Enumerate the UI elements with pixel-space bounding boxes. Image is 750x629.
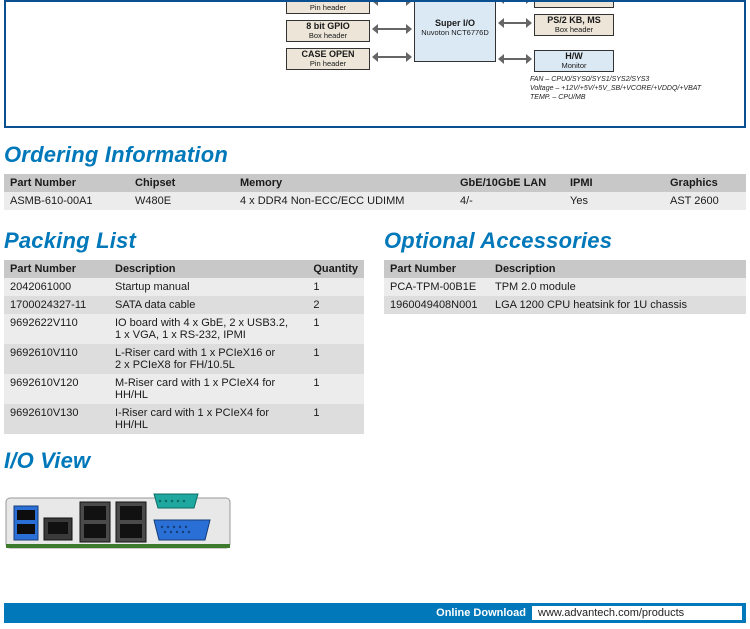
- ordering-table: Part NumberChipsetMemoryGbE/10GbE LANIPM…: [4, 174, 746, 210]
- table-cell: 4 x DDR4 Non-ECC/ECC UDIMM: [234, 192, 454, 210]
- diagram-note-1: FAN – CPU0/SYS0/SYS1/SYS2/SYS3: [530, 76, 740, 84]
- packing-title: Packing List: [4, 228, 360, 254]
- accessories-table: Part NumberDescription PCA-TPM-00B1ETPM …: [384, 260, 746, 314]
- table-cell: PCA-TPM-00B1E: [384, 278, 489, 296]
- arrow-icon: [498, 0, 532, 4]
- diagram-note-3: TEMP. – CPU/MB: [530, 94, 740, 102]
- table-cell: 9692610V120: [4, 374, 109, 404]
- table-cell: 1: [307, 278, 364, 296]
- table-header: Part Number: [4, 174, 129, 192]
- table-header: Part Number: [384, 260, 489, 278]
- arrow-icon: [498, 18, 532, 28]
- table-cell: TPM 2.0 module: [489, 278, 746, 296]
- arrow-icon: [372, 0, 412, 6]
- diagram-left-2: CASE OPEN Pin header: [286, 48, 370, 70]
- table-cell: AST 2600: [664, 192, 746, 210]
- table-cell: 9692610V130: [4, 404, 109, 434]
- table-cell: 1: [307, 344, 364, 374]
- table-header: GbE/10GbE LAN: [454, 174, 564, 192]
- table-cell: 1: [307, 404, 364, 434]
- table-cell: ASMB-610-00A1: [4, 192, 129, 210]
- arrow-icon: [372, 52, 412, 62]
- accessories-title: Optional Accessories: [384, 228, 742, 254]
- table-row: 9692610V110L-Riser card with 1 x PCIeX16…: [4, 344, 364, 374]
- table-cell: Yes: [564, 192, 664, 210]
- table-row: 1700024327-11SATA data cable2: [4, 296, 364, 314]
- table-cell: 1700024327-11: [4, 296, 109, 314]
- table-cell: IO board with 4 x GbE, 2 x USB3.2,1 x VG…: [109, 314, 307, 344]
- arrow-icon: [372, 24, 412, 34]
- footer-bar: Online Download www.advantech.com/produc…: [4, 603, 746, 623]
- io-view-illustration: [4, 480, 746, 563]
- table-row: ASMB-610-00A1W480E4 x DDR4 Non-ECC/ECC U…: [4, 192, 746, 210]
- diagram-note-2: Voltage – +12V/+5V/+5V_SB/+VCORE/+VDDQ/+…: [530, 85, 746, 93]
- diagram-superio-sub: Nuvoton NCT6776D: [417, 29, 493, 37]
- table-cell: 1960049408N001: [384, 296, 489, 314]
- table-header: Description: [109, 260, 307, 278]
- table-cell: M-Riser card with 1 x PCIeX4 for HH/HL: [109, 374, 307, 404]
- table-header: Chipset: [129, 174, 234, 192]
- table-cell: 2042061000: [4, 278, 109, 296]
- ordering-title: Ordering Information: [4, 142, 746, 168]
- block-diagram: Super I/O Nuvoton NCT6776D 6 FAN Pin hea…: [4, 0, 746, 128]
- table-cell: 1: [307, 314, 364, 344]
- table-cell: 4/-: [454, 192, 564, 210]
- table-cell: L-Riser card with 1 x PCIeX16 or2 x PCIe…: [109, 344, 307, 374]
- footer-url[interactable]: www.advantech.com/products: [532, 606, 742, 620]
- table-row: 9692610V130I-Riser card with 1 x PCIeX4 …: [4, 404, 364, 434]
- table-header: IPMI: [564, 174, 664, 192]
- footer-label: Online Download: [436, 607, 526, 619]
- table-cell: 2: [307, 296, 364, 314]
- table-cell: LGA 1200 CPU heatsink for 1U chassis: [489, 296, 746, 314]
- diagram-left-1: 8 bit GPIO Box header: [286, 20, 370, 42]
- table-header: Quantity: [307, 260, 364, 278]
- table-cell: SATA data cable: [109, 296, 307, 314]
- table-header: Graphics: [664, 174, 746, 192]
- table-cell: 9692622V110: [4, 314, 109, 344]
- table-header: Description: [489, 260, 746, 278]
- table-cell: 9692610V110: [4, 344, 109, 374]
- table-row: PCA-TPM-00B1ETPM 2.0 module: [384, 278, 746, 296]
- ioview-title: I/O View: [4, 448, 746, 474]
- table-header: Part Number: [4, 260, 109, 278]
- diagram-left-0: 6 FAN Pin header: [286, 0, 370, 14]
- diagram-hw: H/W Monitor: [534, 50, 614, 72]
- arrow-icon: [498, 54, 532, 64]
- diagram-right-0: Box header: [534, 0, 614, 8]
- table-cell: 1: [307, 374, 364, 404]
- table-row: 2042061000Startup manual1: [4, 278, 364, 296]
- table-header: Memory: [234, 174, 454, 192]
- table-row: 9692622V110IO board with 4 x GbE, 2 x US…: [4, 314, 364, 344]
- table-row: 9692610V120M-Riser card with 1 x PCIeX4 …: [4, 374, 364, 404]
- table-cell: W480E: [129, 192, 234, 210]
- table-row: 1960049408N001LGA 1200 CPU heatsink for …: [384, 296, 746, 314]
- table-cell: I-Riser card with 1 x PCIeX4 for HH/HL: [109, 404, 307, 434]
- diagram-right-1: PS/2 KB, MS Box header: [534, 14, 614, 36]
- table-cell: Startup manual: [109, 278, 307, 296]
- diagram-superio: Super I/O Nuvoton NCT6776D: [414, 0, 496, 62]
- packing-table: Part NumberDescriptionQuantity 204206100…: [4, 260, 364, 434]
